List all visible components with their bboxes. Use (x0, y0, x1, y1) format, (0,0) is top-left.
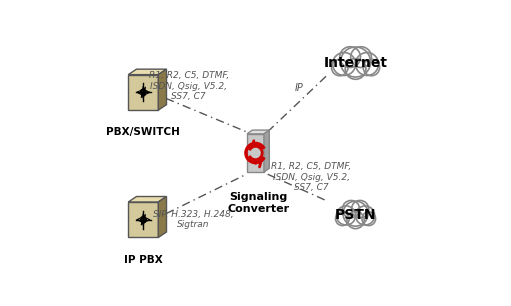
Polygon shape (158, 69, 167, 110)
Circle shape (332, 59, 348, 76)
Text: IP PBX: IP PBX (124, 255, 162, 265)
Text: PBX/SWITCH: PBX/SWITCH (106, 127, 180, 137)
Circle shape (347, 211, 364, 229)
Circle shape (363, 59, 380, 76)
Circle shape (340, 47, 370, 77)
Circle shape (343, 201, 368, 226)
Polygon shape (128, 196, 167, 202)
Text: R1, R2, C5, DTMF,
ISDN, Qsig, V5.2,
SS7, C7: R1, R2, C5, DTMF, ISDN, Qsig, V5.2, SS7,… (149, 71, 229, 101)
Circle shape (352, 200, 369, 218)
Circle shape (340, 47, 360, 68)
Polygon shape (128, 75, 158, 110)
Text: PSTN: PSTN (335, 207, 376, 222)
Polygon shape (247, 134, 264, 172)
Text: SIP, H.323, H.248,
Sigtran: SIP, H.323, H.248, Sigtran (153, 210, 234, 230)
Polygon shape (128, 202, 158, 237)
Polygon shape (158, 196, 167, 237)
Circle shape (333, 53, 356, 76)
Polygon shape (247, 130, 269, 134)
Circle shape (351, 47, 371, 68)
Circle shape (356, 53, 379, 76)
Polygon shape (264, 130, 269, 172)
Text: Internet: Internet (323, 56, 387, 70)
Circle shape (362, 212, 376, 226)
Text: R1, R2, C5, DTMF,
ISDN, Qsig, V5.2,
SS7, C7: R1, R2, C5, DTMF, ISDN, Qsig, V5.2, SS7,… (271, 162, 352, 192)
Circle shape (345, 58, 366, 79)
Circle shape (336, 206, 356, 225)
Text: IP: IP (295, 83, 304, 93)
Circle shape (356, 206, 375, 225)
Text: Signaling
Converter: Signaling Converter (227, 192, 290, 214)
Circle shape (336, 212, 349, 226)
Circle shape (342, 200, 360, 218)
Polygon shape (128, 69, 167, 75)
